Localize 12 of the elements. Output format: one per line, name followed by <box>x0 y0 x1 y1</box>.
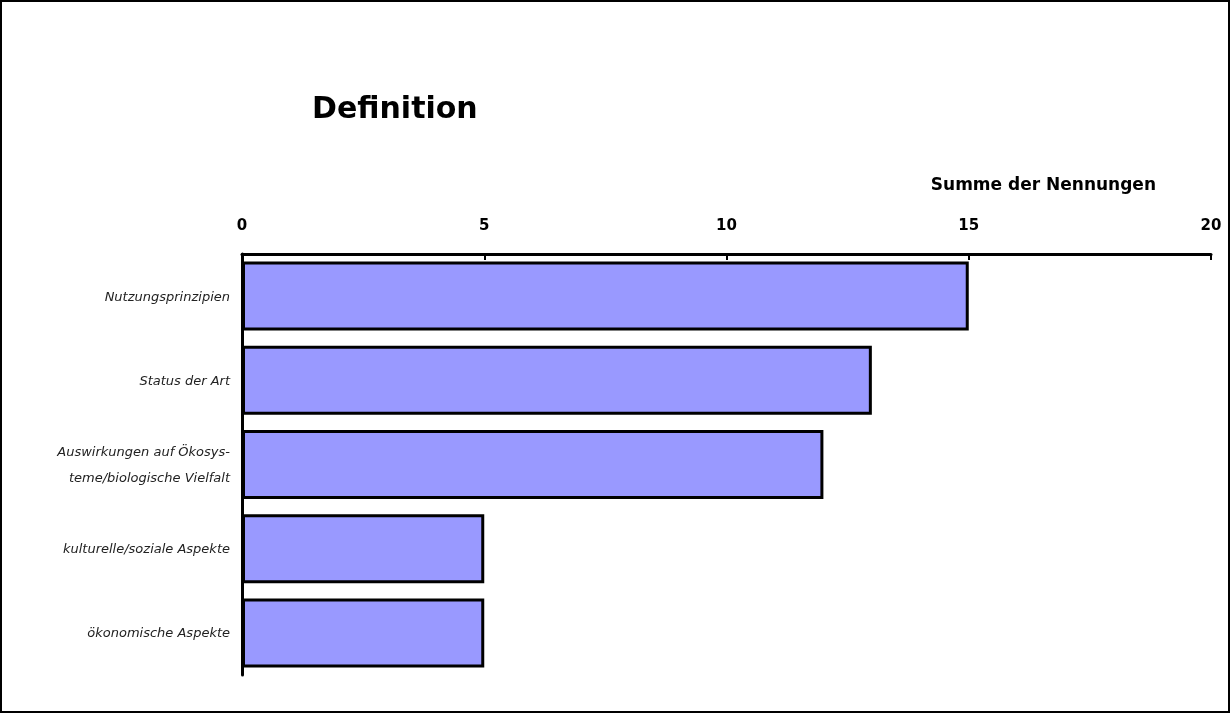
chart-title: Definition <box>312 89 478 125</box>
y-tick-label: Auswirkungen auf Ökosys- teme/biologische Vielfalt <box>56 443 231 485</box>
y-tick-label: ökonomische Aspekte <box>87 625 230 641</box>
x-tick-label: 10 <box>716 215 737 234</box>
x-tick-label: 15 <box>958 215 980 234</box>
x-tick-label: 20 <box>1200 215 1222 234</box>
x-tick-label: 5 <box>479 215 490 234</box>
x-axis-title: Summe der Nennungen <box>930 173 1156 194</box>
y-tick-label: Nutzungsprinzipien <box>104 288 230 304</box>
x-tick-label: 0 <box>236 215 248 234</box>
y-tick-label: kulturelle/soziale Aspekte <box>62 541 230 557</box>
y-tick-label: Status der Art <box>139 372 231 388</box>
